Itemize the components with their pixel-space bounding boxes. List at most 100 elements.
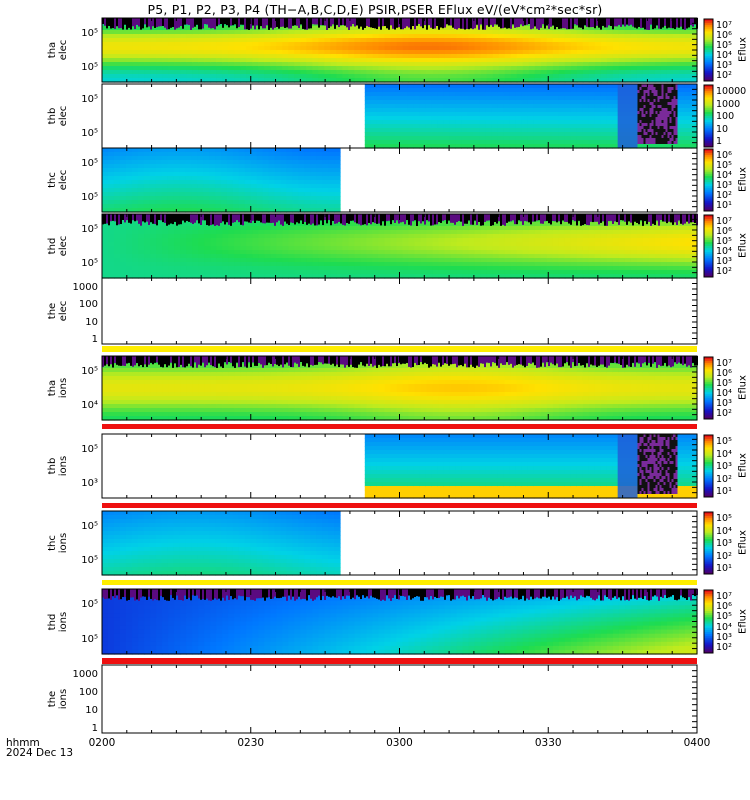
colorbar-label: 10⁴: [716, 525, 732, 537]
colorbar-label: 10³: [716, 631, 732, 643]
y-tick-label: 10⁵: [81, 158, 98, 169]
colorbar-tha-elec: [703, 18, 714, 82]
y-tick-label: 10⁵: [81, 94, 98, 105]
colorbar-thb-ions: [703, 434, 714, 498]
y-tick-label: 1: [91, 334, 98, 345]
status-band: [102, 658, 697, 664]
y-tick-label: 10⁴: [81, 400, 98, 411]
x-tick-label: 0300: [386, 737, 413, 749]
colorbar-label: 10⁵: [716, 378, 732, 389]
colorbar-thb-elec: [703, 84, 714, 148]
y-tick-label: 10³: [81, 478, 98, 489]
y-tick-label: 1000: [72, 669, 98, 680]
colorbar-label: 10²: [716, 190, 732, 201]
x-tick-label: 0400: [683, 737, 711, 749]
colorbar-label: 10⁵: [716, 513, 732, 524]
colorbar-label: 10³: [716, 398, 732, 409]
colorbar-label: 10⁵: [716, 160, 732, 171]
colorbar-label: 100: [716, 111, 735, 122]
colorbar-label: 10⁶: [716, 601, 732, 613]
colorbar-tha-ions: [703, 356, 714, 420]
colorbar-label: 10⁶: [716, 226, 732, 237]
colorbar-label: 10³: [716, 180, 732, 191]
spectrogram-image-thc-ions: [102, 511, 341, 576]
y-tick-label: 10⁵: [81, 192, 98, 203]
time-format-label: hhmm: [6, 737, 40, 749]
colorbar-label: 10⁴: [716, 388, 732, 399]
y-tick-label: 10⁵: [81, 634, 98, 645]
colorbar-label: 10¹: [716, 486, 732, 497]
spectrogram-image-tha-ions: [102, 356, 698, 421]
status-band: [102, 424, 697, 429]
colorbar-label: 10⁵: [716, 436, 732, 447]
spectrogram-image-thc-elec: [102, 148, 341, 213]
colorbar-label: 10³: [716, 538, 732, 549]
page-title: P5, P1, P2, P3, P4 (TH−A,B,C,D,E) PSIR,P…: [147, 2, 603, 17]
colorbar-thd-ions: [703, 589, 714, 654]
colorbar-label: 10⁵: [716, 236, 732, 247]
y-tick-label: 10⁵: [81, 258, 98, 269]
colorbar-label: 10⁴: [716, 170, 732, 181]
colorbar-label: 10⁴: [716, 448, 732, 460]
y-tick-label: 10⁵: [81, 28, 98, 39]
colorbar-label: 10: [716, 123, 729, 135]
colorbar-label: 10²: [716, 266, 732, 277]
colorbar-label: 10⁴: [716, 50, 732, 61]
y-tick-label: 10: [85, 705, 98, 716]
y-tick-label: 10⁵: [81, 366, 98, 377]
colorbar-label: 10⁷: [716, 591, 732, 602]
colorbar-label: 10⁶: [716, 150, 732, 161]
colorbar-label: 10⁶: [716, 368, 732, 379]
colorbar-label: 10²: [716, 550, 732, 562]
x-tick-label: 0200: [88, 737, 116, 749]
colorbar-label: 10²: [716, 408, 732, 419]
spectrogram-image-thb-elec: [364, 84, 698, 149]
colorbar-thc-elec: [703, 148, 714, 212]
spectrogram-image-thd-ions: [102, 589, 698, 655]
colorbar-label: 10⁵: [716, 611, 732, 623]
y-tick-label: 100: [78, 687, 98, 698]
y-tick-label: 10⁵: [81, 444, 98, 455]
x-tick-label: 0230: [237, 737, 265, 749]
colorbar-label: 10²: [716, 642, 732, 653]
spectrogram-image-thd-elec: [102, 214, 698, 279]
spectrogram-image-tha-elec: [102, 18, 698, 83]
colorbar-thd-elec: [703, 214, 714, 278]
colorbar-label: 1: [716, 136, 723, 147]
colorbar-label: 10¹: [716, 563, 732, 574]
y-tick-label: 1: [91, 723, 98, 734]
status-band: [102, 346, 697, 352]
colorbar-label: 10³: [716, 256, 732, 267]
colorbar-label: 1000: [716, 98, 741, 110]
x-tick-label: 0330: [534, 737, 562, 749]
colorbar-label: 10²: [716, 473, 732, 485]
colorbar-label: 10⁶: [716, 30, 732, 41]
colorbar-label: 10⁵: [716, 40, 732, 51]
colorbar-label: 10⁴: [716, 621, 732, 633]
colorbar-label: 10³: [716, 461, 732, 472]
y-tick-label: 100: [78, 299, 98, 311]
status-band: [102, 503, 697, 508]
colorbar-label: 10⁷: [716, 216, 732, 227]
colorbar-label: 10³: [716, 60, 732, 71]
y-tick-label: 10: [85, 316, 98, 328]
spectrogram-image-thb-ions: [364, 434, 698, 499]
colorbar-label: 10000: [716, 86, 747, 97]
colorbar-label: 10¹: [716, 200, 732, 211]
colorbar-thc-ions: [703, 511, 714, 575]
colorbar-label: 10⁷: [716, 20, 732, 31]
panel-frame-the-ions: [101, 664, 698, 734]
status-band: [102, 580, 697, 585]
y-tick-label: 1000: [72, 282, 98, 293]
y-tick-label: 10⁵: [81, 62, 98, 73]
